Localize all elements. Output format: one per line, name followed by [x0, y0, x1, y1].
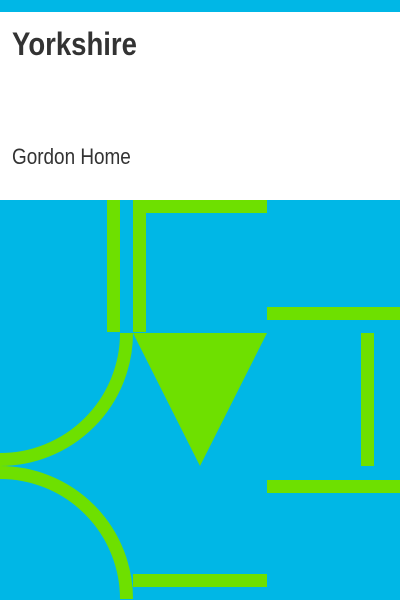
pattern-arc — [0, 466, 133, 600]
cover-pattern — [0, 200, 400, 600]
pattern-triangle — [133, 333, 267, 466]
pattern-bar — [133, 200, 267, 213]
pattern-arc — [0, 332, 133, 466]
top-color-strip — [0, 0, 400, 12]
book-title: Yorkshire — [12, 26, 137, 62]
pattern-bar — [133, 200, 146, 332]
book-author: Gordon Home — [12, 144, 131, 169]
pattern-bar — [267, 480, 400, 493]
pattern-bar — [267, 307, 400, 320]
pattern-bar — [361, 333, 374, 466]
pattern-bar — [107, 200, 120, 332]
title-panel: Yorkshire Gordon Home — [0, 12, 400, 200]
pattern-bar — [133, 574, 267, 587]
